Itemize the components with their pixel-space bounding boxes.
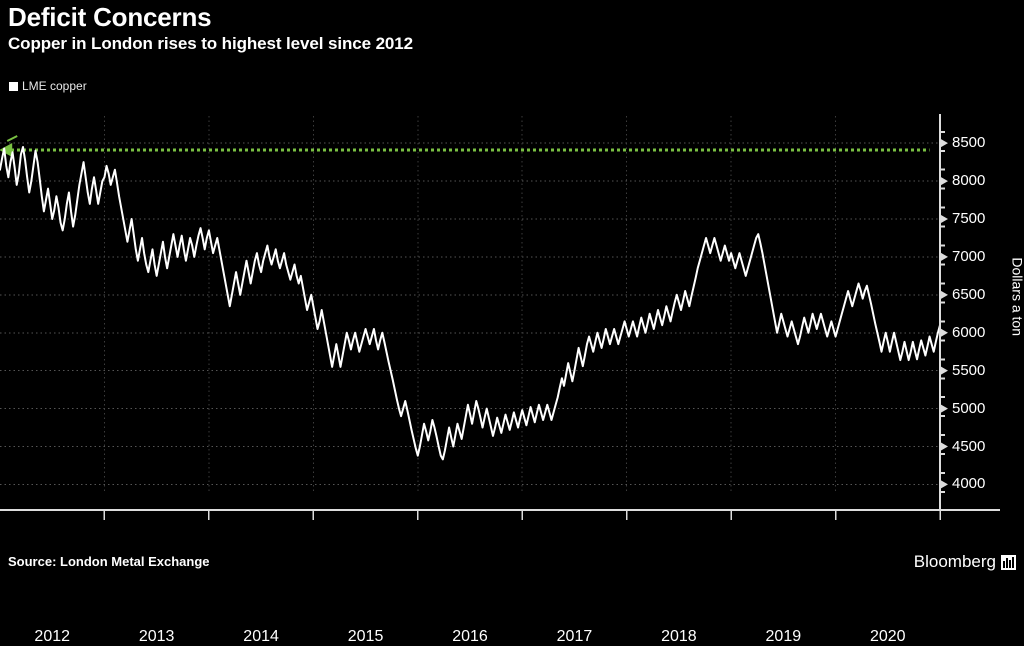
brand-name: Bloomberg (913, 552, 996, 571)
y-axis-tick-label: 7500 (952, 210, 986, 227)
chart-footer: Source: London Metal Exchange Bloomberg (0, 552, 1024, 576)
y-axis-tick-label: 5500 (952, 361, 986, 379)
chart-subtitle: Copper in London rises to highest level … (8, 34, 413, 53)
x-axis-tick-label: 2018 (661, 628, 697, 645)
y-axis-tick-label: 6000 (952, 323, 986, 341)
x-axis-tick-label: 2019 (765, 628, 802, 645)
chart-legend: LME copper (9, 80, 87, 93)
plot-area: 4000 4500 5000 5500 6000 6500 7000 7500 8000 8500… (0, 100, 1024, 645)
x-axis-tick-label: 2020 (869, 628, 906, 645)
y-axis-tick-label: 6500 (952, 285, 986, 303)
source-note: Source: London Metal Exchange (8, 554, 210, 569)
x-axis-tick-label: 2014 (243, 628, 279, 645)
x-axis-tick-label: 2015 (347, 628, 384, 645)
y-axis-title: Dollars a ton (1010, 257, 1024, 336)
y-axis-tick-label: 4000 (952, 475, 986, 493)
y-axis-tick-label: 4500 (952, 437, 986, 455)
y-axis-tick-label: 8500 (952, 134, 986, 152)
chart-header: Deficit Concerns Copper in London rises … (8, 2, 1008, 54)
page-title: Deficit Concerns (8, 2, 212, 32)
x-axis-tick-label: 2013 (138, 628, 175, 645)
legend-swatch-icon (9, 82, 18, 91)
line-chart-canvas (0, 114, 1000, 520)
y-axis-tick-label: 5000 (952, 399, 986, 417)
y-axis-tick-label: 7000 (952, 247, 986, 265)
x-axis-tick-label: 2012 (34, 628, 71, 645)
bloomberg-logo-icon (1001, 554, 1016, 570)
legend-item-label: LME copper (22, 79, 87, 93)
bloomberg-brand: Bloomberg (914, 552, 1016, 572)
x-axis-tick-label: 2017 (556, 628, 593, 645)
y-axis-tick-label: 8000 (952, 172, 986, 190)
x-axis-tick-label: 2016 (452, 628, 488, 645)
